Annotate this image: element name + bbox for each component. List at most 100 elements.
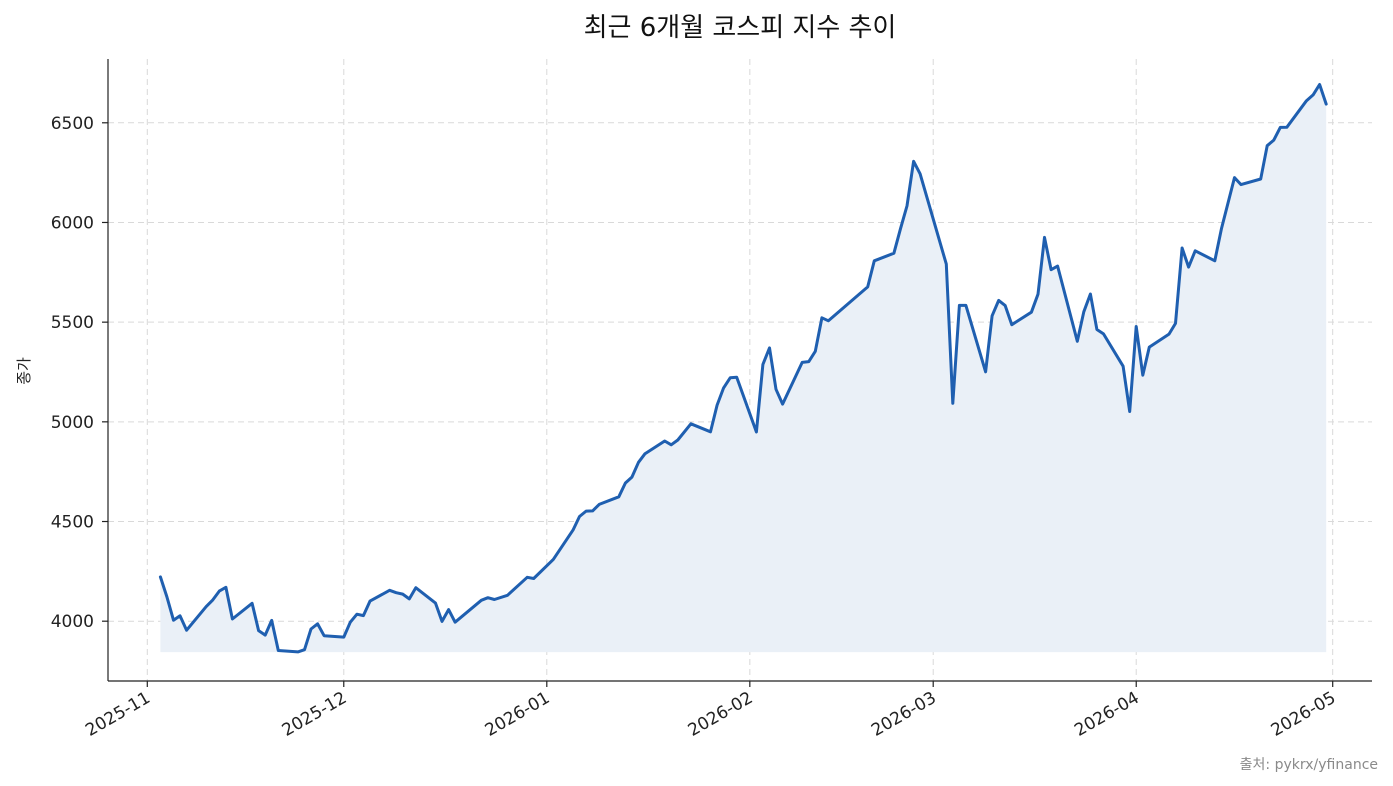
data-point [1135, 325, 1137, 327]
data-point [362, 614, 364, 616]
data-point [1312, 94, 1314, 96]
source-note: 출처: pykrx/yfinance [1240, 757, 1378, 773]
data-point [729, 377, 731, 379]
y-tick-label: 5500 [51, 313, 94, 333]
data-point [762, 363, 764, 365]
data-point [447, 608, 449, 610]
data-point [388, 589, 390, 591]
data-point [251, 602, 253, 604]
data-point [984, 371, 986, 373]
data-point [1122, 365, 1124, 367]
data-point [1148, 346, 1150, 348]
data-point [912, 160, 914, 162]
y-axis-label: 종가 [15, 357, 33, 385]
data-point [415, 587, 417, 589]
data-point [998, 299, 1000, 301]
data-point [808, 360, 810, 362]
data-point [827, 320, 829, 322]
data-point [1279, 126, 1281, 128]
data-point [264, 634, 266, 636]
data-point [1305, 100, 1307, 102]
data-point [1043, 236, 1045, 238]
data-point [493, 598, 495, 600]
y-tick-label: 4000 [51, 612, 94, 632]
data-point [166, 596, 168, 598]
data-point [867, 286, 869, 288]
data-point [618, 496, 620, 498]
data-point [775, 388, 777, 390]
data-point [257, 629, 259, 631]
data-point [323, 635, 325, 637]
data-point [1325, 103, 1327, 105]
data-point [316, 623, 318, 625]
data-point [690, 423, 692, 425]
data-point [991, 315, 993, 317]
data-point [670, 444, 672, 446]
data-point [369, 600, 371, 602]
data-point [958, 304, 960, 306]
data-point [1187, 266, 1189, 268]
data-point [1004, 304, 1006, 306]
data-point [159, 576, 161, 578]
data-point [1056, 265, 1058, 267]
data-point [631, 476, 633, 478]
data-point [225, 586, 227, 588]
data-point [1096, 328, 1098, 330]
data-point [1181, 247, 1183, 249]
data-point [768, 347, 770, 349]
data-point [1089, 293, 1091, 295]
data-point [434, 602, 436, 604]
data-point [212, 599, 214, 601]
x-tick-label: 2025-12 [279, 688, 351, 741]
data-point [402, 593, 404, 595]
data-point [644, 453, 646, 455]
data-point [487, 597, 489, 599]
data-point [552, 558, 554, 560]
data-point [1030, 311, 1032, 313]
y-tick-label: 5000 [51, 413, 94, 433]
data-point [637, 461, 639, 463]
series-line [158, 83, 1328, 654]
data-point [271, 619, 273, 621]
data-point [343, 636, 345, 638]
data-point [1142, 374, 1144, 376]
data-point [533, 577, 535, 579]
data-point [454, 621, 456, 623]
data-point [801, 361, 803, 363]
data-point [1220, 228, 1222, 230]
data-point [1266, 145, 1268, 147]
data-point [1168, 333, 1170, 335]
x-tick-label: 2026-04 [1071, 688, 1143, 741]
data-point [1076, 340, 1078, 342]
data-point [919, 173, 921, 175]
data-point [1037, 293, 1039, 295]
area-fill [160, 84, 1327, 653]
data-point [578, 515, 580, 517]
y-tick-labels: 4000 4500 5000 5500 6000 6500 [51, 114, 108, 632]
data-point [781, 403, 783, 405]
data-point [441, 620, 443, 622]
data-point [945, 263, 947, 265]
data-point [506, 594, 508, 596]
data-point [722, 387, 724, 389]
data-point [1174, 322, 1176, 324]
data-point [310, 628, 312, 630]
data-point [899, 228, 901, 230]
data-point [709, 431, 711, 433]
x-tick-label: 2026-03 [868, 688, 940, 741]
data-point [585, 510, 587, 512]
data-point [1233, 176, 1235, 178]
data-point [572, 529, 574, 531]
data-point [349, 621, 351, 623]
data-point [716, 404, 718, 406]
y-tick-label: 6500 [51, 114, 94, 134]
data-point [906, 205, 908, 207]
x-tick-labels: 2025-11 2025-12 2026-01 2026-02 2026-03 2026-… [82, 681, 1339, 741]
data-point [952, 402, 954, 404]
data-point [873, 260, 875, 262]
data-point [172, 619, 174, 621]
data-point [1240, 183, 1242, 185]
data-point [677, 439, 679, 441]
data-point [893, 252, 895, 254]
